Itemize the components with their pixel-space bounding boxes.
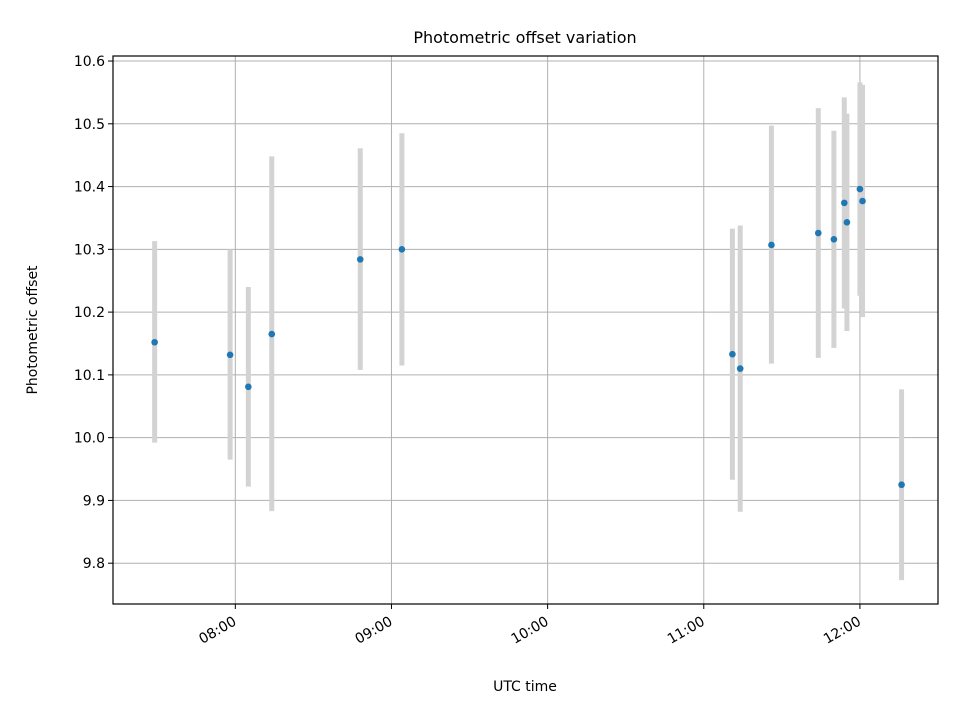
data-point — [843, 219, 851, 226]
data-point — [898, 481, 905, 489]
chart-title: Photometric offset variation — [413, 28, 636, 47]
y-tick-label: 10.2 — [74, 305, 105, 321]
data-point — [768, 241, 775, 249]
data-point — [356, 256, 364, 263]
data-point — [841, 199, 848, 207]
data-point — [268, 330, 276, 338]
data-point — [859, 197, 866, 205]
y-tick-label: 9.8 — [83, 556, 105, 572]
data-point — [814, 229, 822, 237]
data-point — [736, 365, 744, 372]
y-tick-label: 10.3 — [74, 242, 105, 258]
plot-area — [113, 56, 938, 604]
y-axis-label: Photometric offset — [25, 265, 41, 395]
data-point — [151, 338, 158, 346]
y-tick-label: 9.9 — [83, 493, 105, 509]
data-point — [245, 383, 252, 391]
y-tick-label: 10.1 — [74, 368, 105, 384]
x-axis-label: UTC time — [493, 679, 557, 695]
data-point — [729, 350, 736, 358]
data-point — [226, 351, 234, 359]
y-tick-label: 10.4 — [74, 180, 105, 196]
y-tick-label: 10.0 — [74, 431, 105, 447]
data-points — [151, 185, 905, 489]
plot-frame — [112, 55, 939, 605]
data-point — [830, 235, 838, 243]
y-axis-ticks: 9.8 9.9 10.0 10.1 10.2 10.3 10.4 10.5 10.6 — [74, 54, 113, 572]
y-tick-label: 10.5 — [74, 117, 105, 133]
data-point — [856, 185, 864, 193]
data-point — [398, 246, 406, 253]
y-tick-label: 10.6 — [74, 54, 105, 70]
